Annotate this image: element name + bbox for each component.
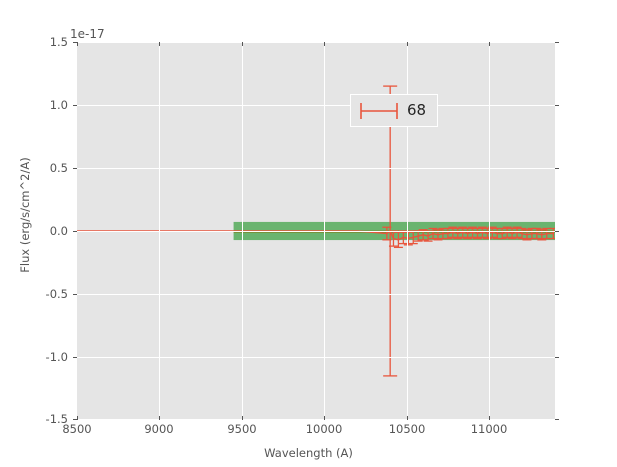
y-tick-mark: [555, 419, 559, 420]
y-tick-label: 1.5: [49, 35, 68, 49]
y-tick-mark: [73, 419, 77, 420]
x-tick-mark: [242, 416, 243, 420]
x-tick-label: 9000: [144, 422, 174, 436]
x-tick-label: 10500: [388, 422, 426, 436]
y-tick-mark: [73, 231, 77, 232]
x-tick-label: 9500: [227, 422, 257, 436]
y-tick-mark: [73, 294, 77, 295]
gridline-horizontal: [77, 231, 555, 232]
y-tick-mark: [555, 231, 559, 232]
y-tick-mark: [73, 42, 77, 43]
y-tick-mark: [555, 357, 559, 358]
y-tick-label: -1.5: [45, 412, 68, 426]
x-tick-mark: [489, 416, 490, 420]
y-tick-mark: [555, 105, 559, 106]
gridline-horizontal: [77, 357, 555, 358]
y-tick-mark: [73, 168, 77, 169]
legend-box[interactable]: 68: [350, 94, 438, 127]
y-tick-mark: [73, 357, 77, 358]
y-tick-label: 1.0: [49, 98, 68, 112]
x-tick-mark: [407, 42, 408, 46]
y-tick-label: -1.0: [45, 350, 68, 364]
y-tick-mark: [555, 42, 559, 43]
gridline-horizontal: [77, 168, 555, 169]
x-tick-label: 8500: [62, 422, 92, 436]
gridline-horizontal: [77, 42, 555, 43]
y-tick-mark: [73, 105, 77, 106]
x-tick-mark: [77, 416, 78, 420]
x-tick-mark: [324, 42, 325, 46]
gridline-horizontal: [77, 105, 555, 106]
x-tick-mark: [159, 416, 160, 420]
x-tick-mark: [242, 42, 243, 46]
y-tick-mark: [555, 294, 559, 295]
x-tick-mark: [489, 42, 490, 46]
y-tick-label: 0.0: [49, 224, 68, 238]
x-tick-mark: [324, 416, 325, 420]
y-tick-mark: [555, 168, 559, 169]
gridline-horizontal: [77, 294, 555, 295]
legend-label: 68: [407, 101, 427, 119]
x-tick-label: 10000: [305, 422, 343, 436]
y-tick-label-group: 1.5 1.0 0.5 0.0 -0.5 -1.0 -1.5: [0, 0, 68, 467]
x-tick-mark: [407, 416, 408, 420]
plot-axes-area: 68: [77, 42, 555, 420]
x-axis-label: Wavelength (A): [264, 446, 353, 460]
y-axis-label: Flux (erg/s/cm^2/A): [18, 157, 32, 273]
y-tick-label: -0.5: [45, 287, 68, 301]
x-tick-mark: [159, 42, 160, 46]
y-axis-offset-exponent: 1e-17: [70, 27, 105, 41]
gridline-horizontal: [77, 419, 555, 420]
x-tick-mark: [77, 42, 78, 46]
x-tick-label: 11000: [470, 422, 508, 436]
errorbar-marker-icon: [357, 101, 401, 121]
y-tick-label: 0.5: [49, 161, 68, 175]
